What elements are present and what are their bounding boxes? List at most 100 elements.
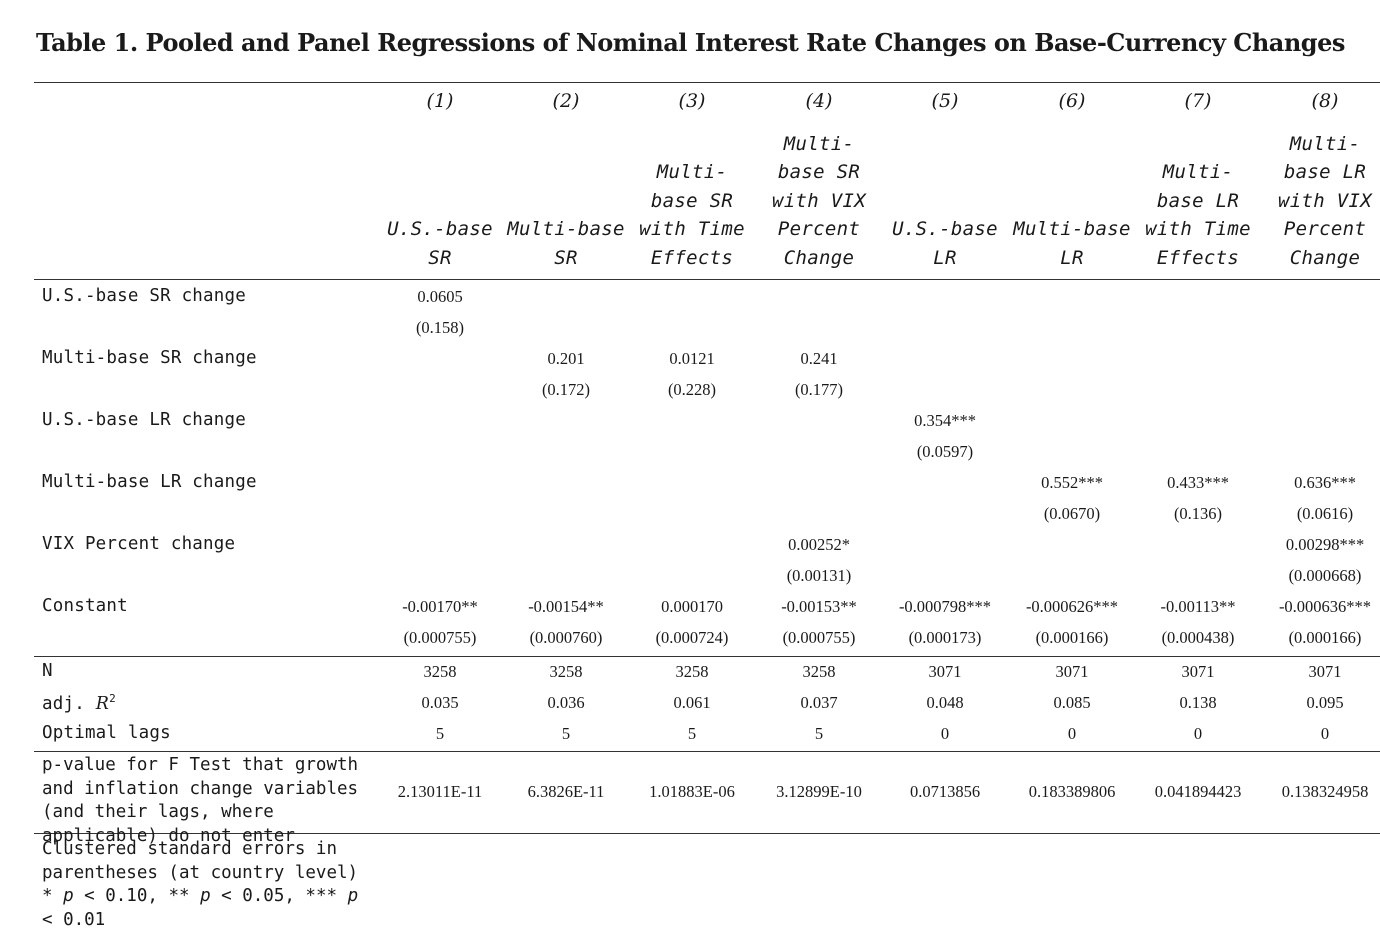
column-number: (5) — [931, 90, 959, 112]
table-title: Table 1. Pooled and Panel Regressions of… — [36, 28, 1345, 57]
row-label: VIX Percent change — [42, 534, 236, 554]
column-header-text: U.S.-base SR — [387, 218, 493, 269]
pvalue-rule — [34, 751, 1380, 752]
stat-cell: 0.035 — [421, 693, 459, 712]
stats-rule — [34, 656, 1380, 657]
column-number: (7) — [1184, 90, 1212, 112]
column-header: Multi- base LR with Time Effects — [1135, 130, 1261, 272]
pvalue-cell: 2.13011E-11 — [397, 782, 483, 801]
stat-label: adj. R2 — [42, 692, 116, 714]
column-header: Multi- base LR with VIX Percent Change — [1262, 130, 1380, 272]
coefficient-cell: 0.0121 — [669, 349, 715, 368]
std-error-cell: (0.000438) — [1161, 628, 1235, 647]
std-error-cell: (0.00131) — [786, 566, 852, 585]
column-number: (8) — [1311, 90, 1339, 112]
stat-cell: 3258 — [802, 662, 836, 681]
column-header-text: Multi- base LR with VIX Percent Change — [1278, 132, 1372, 269]
coefficient-cell: -0.000636*** — [1278, 597, 1372, 616]
coefficient-cell: 0.552*** — [1041, 473, 1103, 492]
pvalue-cell: 0.0713856 — [909, 782, 981, 801]
column-number: (3) — [678, 90, 706, 112]
table-note: Clustered standard errors in parentheses… — [42, 839, 359, 930]
pvalue-cell: 0.041894423 — [1154, 782, 1242, 801]
stat-cell: 3071 — [1181, 662, 1215, 681]
stat-cell: 3258 — [675, 662, 709, 681]
std-error-cell: (0.158) — [415, 318, 465, 337]
column-header-text: Multi- base LR with Time Effects — [1145, 161, 1251, 269]
stat-cell: 0.048 — [926, 693, 964, 712]
row-label: Constant — [42, 596, 128, 616]
stat-cell: 0.138 — [1179, 693, 1217, 712]
coefficient-cell: -0.000798*** — [898, 597, 992, 616]
column-header-text: Multi-base LR — [1013, 218, 1131, 269]
stat-cell: 3071 — [1055, 662, 1089, 681]
column-header-text: Multi-base SR — [507, 218, 625, 269]
coefficient-cell: 0.433*** — [1167, 473, 1229, 492]
stat-cell: 0 — [940, 724, 950, 743]
stat-label: N — [42, 661, 53, 681]
stat-cell: 5 — [561, 724, 571, 743]
row-label: U.S.-base SR change — [42, 286, 246, 306]
stat-cell: 0.036 — [547, 693, 585, 712]
column-header: U.S.-base LR — [882, 130, 1008, 272]
column-header: Multi- base SR with Time Effects — [629, 130, 755, 272]
stat-cell: 0 — [1193, 724, 1203, 743]
stat-cell: 0.095 — [1306, 693, 1344, 712]
coefficient-cell: 0.354*** — [914, 411, 976, 430]
std-error-cell: (0.000755) — [782, 628, 856, 647]
std-error-cell: (0.0616) — [1296, 504, 1354, 523]
stat-cell: 0 — [1067, 724, 1077, 743]
coefficient-cell: -0.00153** — [781, 597, 857, 616]
std-error-cell: (0.000760) — [529, 628, 603, 647]
pvalue-label: p-value for F Test that growth and infla… — [42, 755, 359, 846]
column-header: U.S.-base SR — [377, 130, 503, 272]
column-header-text: U.S.-base LR — [892, 218, 998, 269]
std-error-cell: (0.000668) — [1288, 566, 1362, 585]
std-error-cell: (0.177) — [794, 380, 844, 399]
coefficient-cell: 0.201 — [547, 349, 585, 368]
stat-cell: 0.061 — [673, 693, 711, 712]
column-header-text: Multi- base SR with Time Effects — [639, 161, 745, 269]
pvalue-cell: 0.183389806 — [1028, 782, 1116, 801]
column-header: Multi-base SR — [503, 130, 629, 272]
coefficient-cell: 0.636*** — [1294, 473, 1356, 492]
pvalue-cell: 1.01883E-06 — [649, 782, 735, 801]
coefficient-cell: -0.00170** — [402, 597, 478, 616]
coefficient-cell: 0.000170 — [661, 597, 723, 616]
std-error-cell: (0.000166) — [1288, 628, 1362, 647]
coefficient-cell: 0.0605 — [417, 287, 463, 306]
top-rule — [34, 82, 1380, 83]
stat-cell: 3071 — [1308, 662, 1342, 681]
column-number: (4) — [805, 90, 833, 112]
stat-cell: 5 — [435, 724, 445, 743]
coefficient-cell: -0.00154** — [528, 597, 604, 616]
header-rule — [34, 279, 1380, 280]
std-error-cell: (0.228) — [667, 380, 717, 399]
row-label: U.S.-base LR change — [42, 410, 246, 430]
coefficient-cell: -0.000626*** — [1025, 597, 1119, 616]
std-error-cell: (0.000173) — [908, 628, 982, 647]
coefficient-cell: 0.00298*** — [1285, 535, 1365, 554]
row-label: Multi-base LR change — [42, 472, 257, 492]
std-error-cell: (0.000166) — [1035, 628, 1109, 647]
coefficient-cell: 0.00252* — [788, 535, 850, 554]
column-number: (6) — [1058, 90, 1086, 112]
column-header-text: Multi- base SR with VIX Percent Change — [772, 132, 866, 269]
std-error-cell: (0.136) — [1173, 504, 1223, 523]
pvalue-cell: 6.3826E-11 — [527, 782, 605, 801]
column-number: (2) — [552, 90, 580, 112]
stat-cell: 3258 — [423, 662, 457, 681]
stat-label: Optimal lags — [42, 723, 171, 743]
stat-cell: 0.037 — [800, 693, 838, 712]
column-header: Multi- base SR with VIX Percent Change — [756, 130, 882, 272]
stat-cell: 0 — [1320, 724, 1330, 743]
column-number: (1) — [426, 90, 454, 112]
coefficient-cell: 0.241 — [800, 349, 838, 368]
stat-cell: 5 — [687, 724, 697, 743]
note-rule — [34, 833, 1380, 834]
stat-cell: 0.085 — [1053, 693, 1091, 712]
std-error-cell: (0.172) — [541, 380, 591, 399]
std-error-cell: (0.0597) — [916, 442, 974, 461]
std-error-cell: (0.0670) — [1043, 504, 1101, 523]
std-error-cell: (0.000724) — [655, 628, 729, 647]
